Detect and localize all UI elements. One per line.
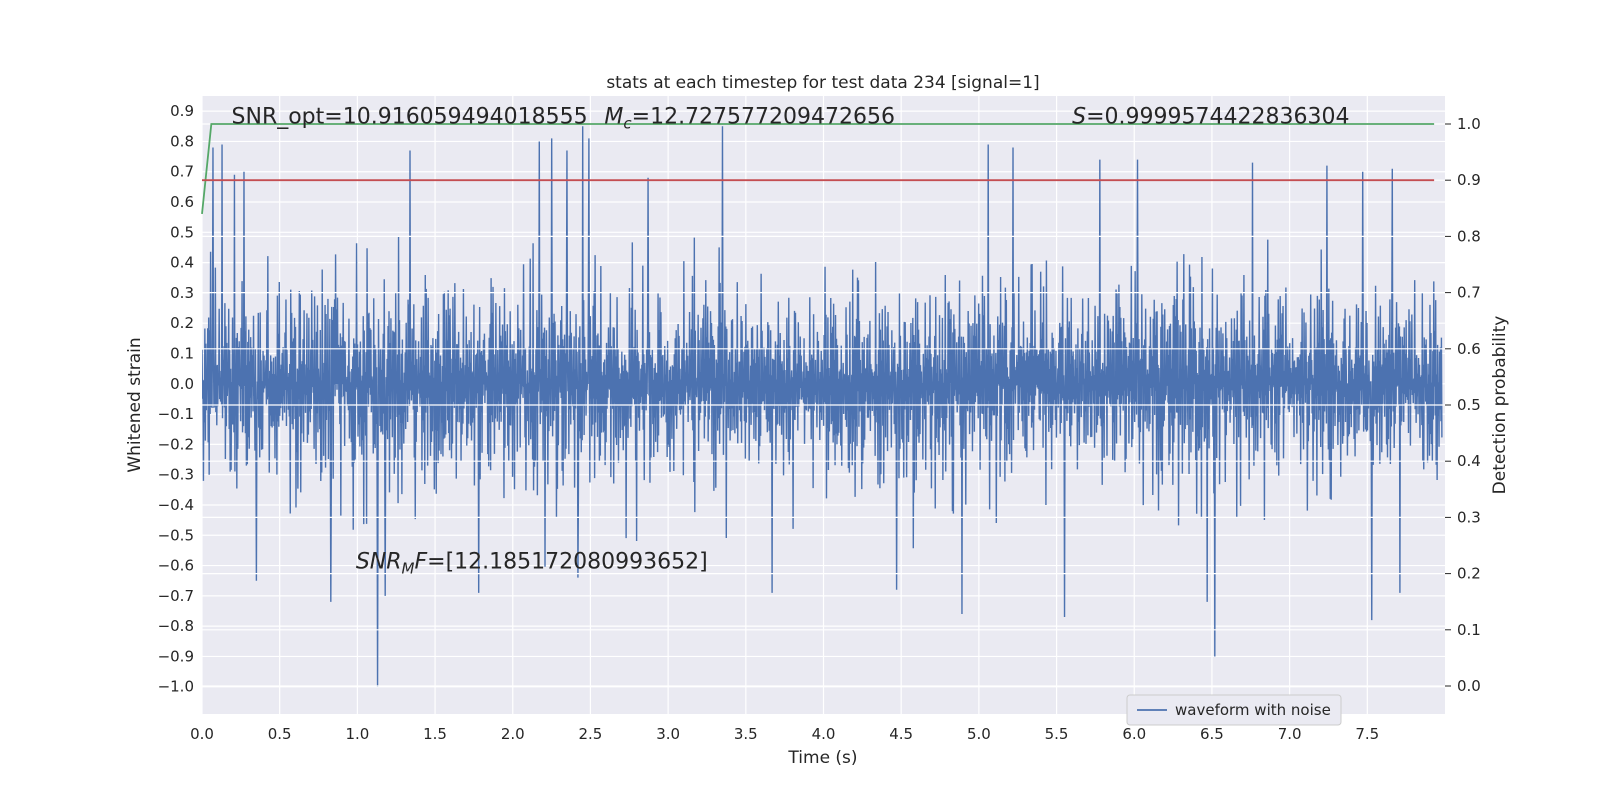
annotation-snr-mf-sub: M	[402, 560, 415, 578]
ticks-layer: 0.0 0.5 1.0 1.5 2.0 2.5 3.0 3.5 4.0 4.5 5.0 5.5 6.0 6…	[158, 102, 1481, 743]
x-tick-label: 2.5	[579, 725, 603, 743]
y-right-tick-label: 0.1	[1457, 621, 1481, 639]
x-tick-label: 4.0	[812, 725, 836, 743]
x-tick-label: 7.5	[1355, 725, 1379, 743]
y-left-tick-label: −0.5	[158, 526, 194, 544]
y-left-tick-label: −0.7	[158, 587, 194, 605]
y-axis-label-right: Detection probability	[1490, 316, 1510, 495]
annotation-s-symbol: S	[1072, 104, 1086, 129]
x-tick-label: 1.0	[345, 725, 369, 743]
y-left-tick-label: 0.6	[170, 193, 194, 211]
y-left-tick-label: 0.9	[170, 102, 194, 120]
y-right-tick-label: 0.0	[1457, 677, 1481, 695]
y-left-tick-label: −0.4	[158, 496, 194, 514]
y-right-tick-label: 0.6	[1457, 340, 1481, 358]
y-axis-label-left: Whitened strain	[125, 337, 145, 472]
legend-entry-waveform: waveform with noise	[1175, 701, 1331, 719]
x-tick-label: 4.5	[889, 725, 913, 743]
annotation-snr-mf-value: =[12.185172080993652]	[427, 550, 708, 575]
y-right-tick-label: 0.8	[1457, 227, 1481, 245]
annotation-snr-mf-sym2: F	[414, 550, 427, 575]
x-tick-label: 2.0	[501, 725, 525, 743]
detection-probability-line	[201, 123, 1435, 215]
annotation-chirp-mass-sub: c	[623, 114, 632, 132]
y-right-tick-label: 0.4	[1457, 452, 1481, 470]
waveform-line	[202, 126, 1443, 687]
y-left-tick-label: −0.3	[158, 466, 194, 484]
chart-title: stats at each timestep for test data 234…	[606, 73, 1039, 93]
annotation-chirp-mass-symbol: M	[604, 104, 623, 129]
x-axis-label: Time (s)	[787, 748, 857, 768]
y-left-tick-label: −0.1	[158, 405, 194, 423]
x-tick-label: 7.0	[1278, 725, 1302, 743]
waveform-layer	[202, 126, 1443, 687]
annotation-chirp-mass: Mc=12.727577209472656	[604, 104, 895, 132]
x-tick-label: 5.5	[1045, 725, 1069, 743]
y-left-tick-label: 0.1	[170, 345, 194, 363]
y-left-tick-label: 0.7	[170, 163, 194, 181]
y-left-tick-label: −1.0	[158, 678, 194, 696]
x-tick-label: 3.0	[656, 725, 680, 743]
annotation-snr-opt: SNR_opt=10.916059494018555	[232, 104, 588, 129]
y-left-tick-label: −0.2	[158, 435, 194, 453]
legend: waveform with noise	[1126, 694, 1342, 726]
x-tick-label: 6.5	[1200, 725, 1224, 743]
x-tick-label: 0.0	[190, 725, 214, 743]
y-right-tick-label: 0.3	[1457, 508, 1481, 526]
y-left-tick-label: 0.8	[170, 132, 194, 150]
y-right-tick-label: 1.0	[1457, 115, 1481, 133]
annotations: SNR_opt=10.916059494018555 Mc=12.7275772…	[232, 104, 1350, 577]
x-tick-label: 5.0	[967, 725, 991, 743]
x-tick-label: 3.5	[734, 725, 758, 743]
y-left-tick-label: 0.5	[170, 223, 194, 241]
overlay-layer	[201, 123, 1445, 687]
y-right-tick-label: 0.5	[1457, 396, 1481, 414]
annotation-s-number: =0.9999574422836304	[1086, 104, 1349, 129]
annotation-s-value: S=0.9999574422836304	[1072, 104, 1349, 129]
annotation-chirp-mass-value: =12.727577209472656	[632, 104, 895, 129]
y-left-tick-label: −0.8	[158, 617, 194, 635]
annotation-snr-mf: SNRMF=[12.185172080993652]	[356, 550, 708, 578]
y-left-tick-label: 0.3	[170, 284, 194, 302]
legend-box	[1126, 694, 1342, 726]
y-right-tick-label: 0.2	[1457, 565, 1481, 583]
y-right-tick-label: 0.9	[1457, 171, 1481, 189]
y-left-tick-label: 0.0	[170, 375, 194, 393]
y-left-tick-label: −0.6	[158, 557, 194, 575]
x-tick-label: 6.0	[1122, 725, 1146, 743]
y-right-tick-label: 0.7	[1457, 284, 1481, 302]
y-left-tick-label: −0.9	[158, 647, 194, 665]
x-tick-label: 0.5	[268, 725, 292, 743]
y-left-tick-label: 0.4	[170, 254, 194, 272]
y-left-tick-label: 0.2	[170, 314, 194, 332]
x-tick-label: 1.5	[423, 725, 447, 743]
annotation-snr-mf-symbol: SNR	[356, 550, 402, 575]
